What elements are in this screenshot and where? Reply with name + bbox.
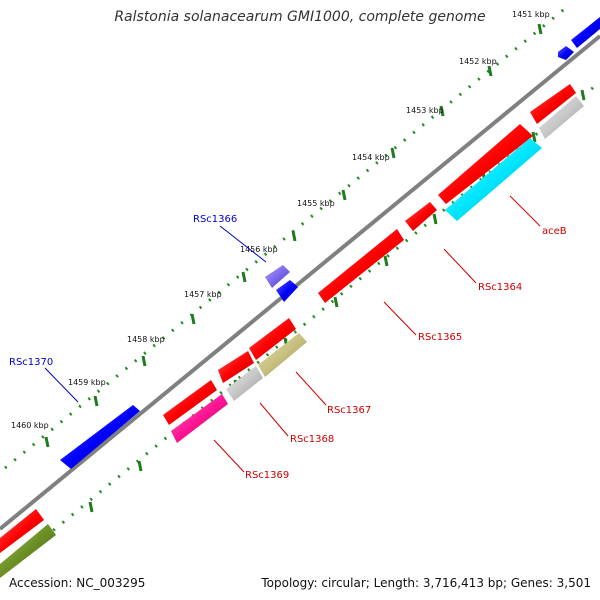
tick-label: 1451 kbp — [512, 10, 550, 19]
gene-label-aceb[interactable]: aceB — [542, 226, 567, 237]
gene-gray[interactable] — [539, 96, 584, 139]
gene-label-rsc1368[interactable]: RSc1368 — [290, 434, 334, 445]
gene-label-rsc1366[interactable]: RSc1366 — [193, 214, 237, 225]
gene-rsc1367-red[interactable] — [249, 318, 296, 360]
genome-summary-text: Topology: circular; Length: 3,716,413 bp… — [261, 576, 591, 590]
gene-rsc1369-red[interactable] — [163, 380, 217, 425]
gene-green[interactable] — [0, 524, 56, 578]
gene-acez-red[interactable] — [438, 124, 533, 204]
gene-red[interactable] — [530, 84, 576, 124]
callout-lines — [44, 195, 541, 473]
gene-rsc1366-violet[interactable] — [265, 265, 290, 288]
tick-labels: 1451 kbp 1452 kbp 1453 kbp 1454 kbp 1455… — [11, 10, 550, 430]
tick-label: 1455 kbp — [297, 199, 335, 208]
gene-label-rsc1367[interactable]: RSc1367 — [327, 405, 371, 416]
outer-tick-ring — [4, 4, 569, 470]
gene-rsc1370-blue[interactable] — [60, 405, 140, 469]
gene-label-rsc1365[interactable]: RSc1365 — [418, 332, 462, 343]
gene-label-rsc1369[interactable]: RSc1369 — [245, 470, 289, 481]
gene-label-rsc1370[interactable]: RSc1370 — [9, 357, 53, 368]
accession-text: Accession: NC_003295 — [9, 576, 146, 590]
tick-label: 1459 kbp — [68, 378, 106, 387]
tick-label: 1453 kbp — [406, 106, 444, 115]
tick-label: 1456 kbp — [240, 245, 278, 254]
gene-rsc1369-pink[interactable] — [171, 394, 228, 443]
gene-rsc1368-gray[interactable] — [226, 366, 263, 401]
tick-label: 1452 kbp — [459, 57, 497, 66]
tick-label: 1460 kbp — [11, 421, 49, 430]
gene-rsc1364[interactable] — [405, 202, 437, 231]
gene-acez-cyan[interactable] — [445, 138, 542, 221]
gene-labels: RSc1366 RSc1370 aceB RSc1364 RSc1365 RSc… — [9, 214, 567, 481]
gene-rsc1367-olive[interactable] — [258, 333, 307, 377]
gene-forward-blue[interactable] — [571, 17, 600, 48]
gene-rsc1366-blue[interactable] — [276, 280, 298, 302]
map-title: Ralstonia solanacearum GMI1000, complete… — [114, 9, 486, 25]
gene-rsc1365[interactable] — [318, 229, 404, 303]
gene-red[interactable] — [0, 509, 44, 553]
gene-label-rsc1364[interactable]: RSc1364 — [478, 282, 522, 293]
outer-major-ticks — [44, 23, 543, 448]
tick-label: 1458 kbp — [127, 335, 165, 344]
gene-rsc1368-red[interactable] — [218, 351, 254, 383]
gene-forward-blue[interactable] — [558, 46, 574, 60]
genome-backbone — [0, 34, 600, 531]
tick-label: 1454 kbp — [352, 153, 390, 162]
tick-label: 1457 kbp — [184, 290, 222, 299]
